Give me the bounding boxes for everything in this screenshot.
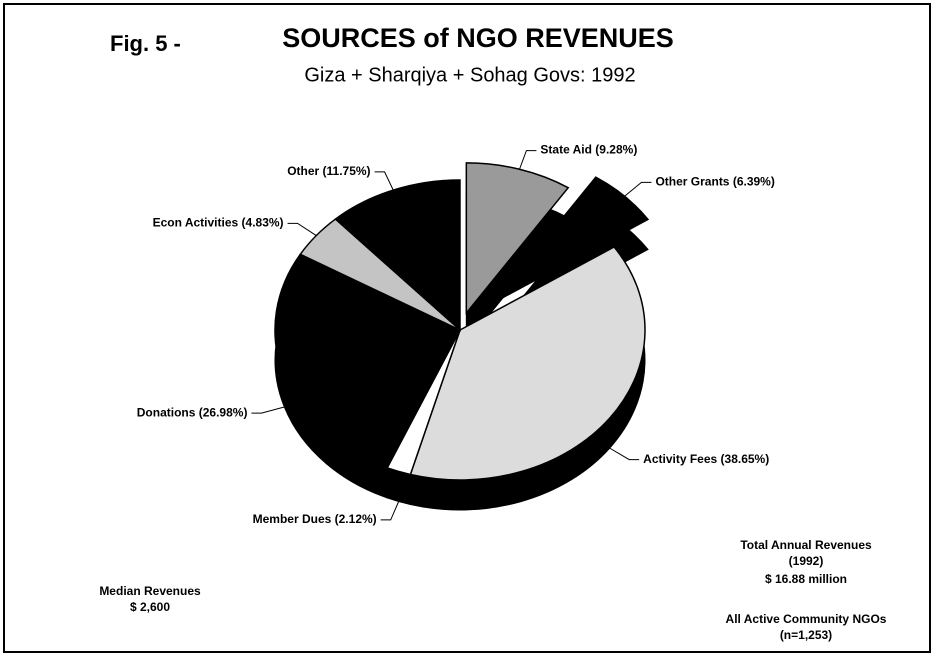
slice xyxy=(274,253,462,469)
leader-line xyxy=(609,447,640,461)
slice xyxy=(493,176,650,304)
figure-label: Fig. 5 - xyxy=(110,31,181,56)
leader-line xyxy=(374,171,394,191)
annotation: Median Revenues xyxy=(99,584,201,598)
annotation: $ 16.88 million xyxy=(765,572,847,586)
chart-subtitle: Giza + Sharqiya + Sohag Govs: 1992 xyxy=(304,64,635,86)
leader-line xyxy=(519,150,537,170)
leader-line xyxy=(380,501,400,521)
annotation: All Active Community NGOs xyxy=(726,612,887,626)
annotation: $ 2,600 xyxy=(130,600,170,614)
slice-label: State Aid (9.28%) xyxy=(540,143,637,157)
slice-label: Econ Activities (4.83%) xyxy=(153,215,284,229)
slice-label: Activity Fees (38.65%) xyxy=(643,452,769,466)
frame xyxy=(3,3,931,653)
slice-label: Other (11.75%) xyxy=(287,164,370,178)
slice-label: Donations (26.98%) xyxy=(137,405,248,419)
annotation: Total Annual Revenues xyxy=(740,538,872,552)
leader-line xyxy=(251,406,285,414)
annotation: (n=1,253) xyxy=(780,628,832,642)
leader-line xyxy=(287,222,317,237)
leader-line xyxy=(624,181,652,197)
slice-label: Other Grants (6.39%) xyxy=(655,175,774,189)
annotation: (1992) xyxy=(789,554,824,568)
chart-title: SOURCES of NGO REVENUES xyxy=(282,23,674,53)
slice xyxy=(334,179,461,332)
slice-label: Member Dues (2.12%) xyxy=(253,512,377,526)
slice xyxy=(409,246,646,481)
